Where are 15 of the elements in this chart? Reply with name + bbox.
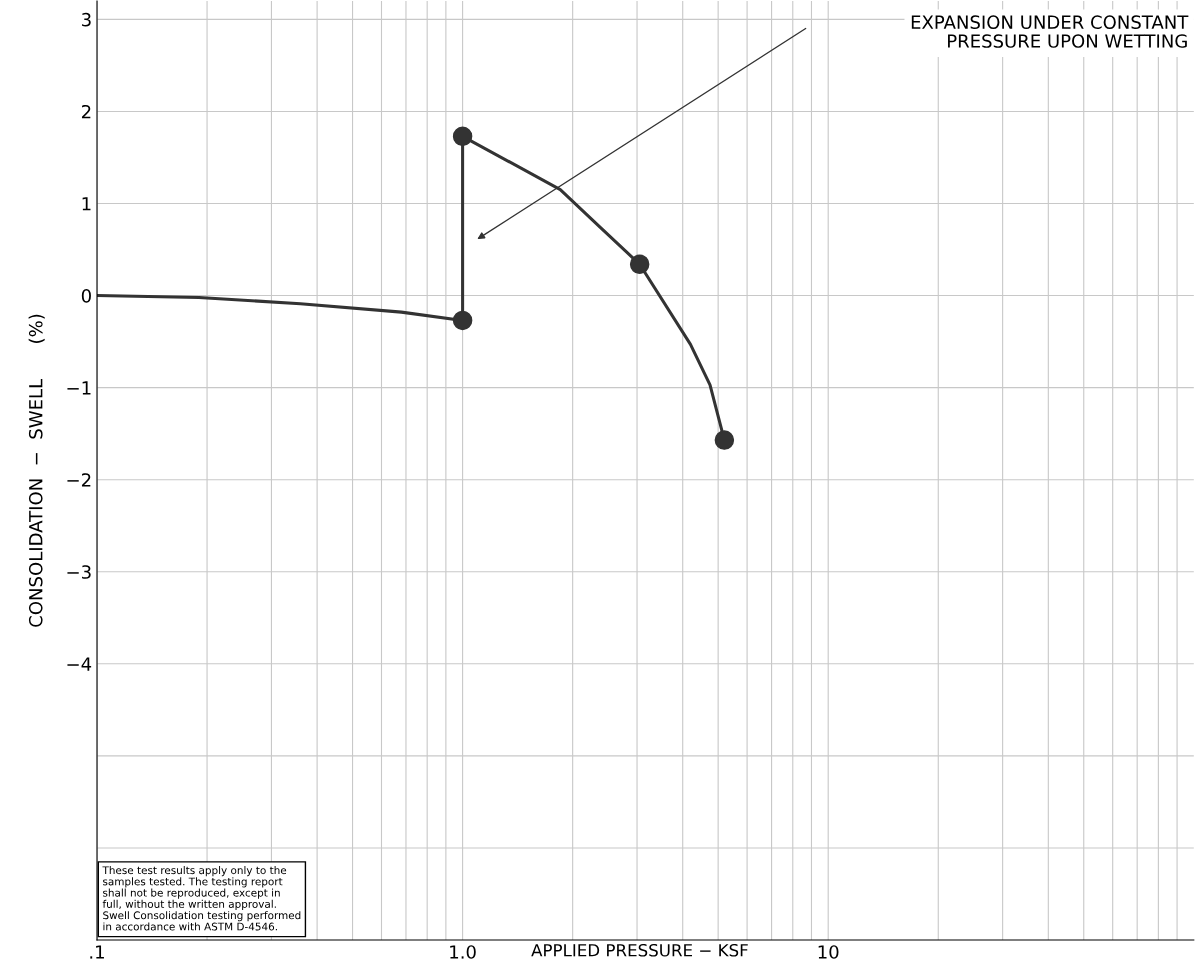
annotation: These test results apply only to the samples tested. The testing report shall not be reproduced, except in full, without the written approval. Swell Consolidation testing performed in accordance with ASTM D-4546. (102, 866, 301, 931)
y-tick-label: −4 (67, 657, 92, 671)
y-axis-title: CONSOLIDATION − SWELL (%) (28, 314, 45, 627)
annotation: EXPANSION UNDER CONSTANT PRESSURE UPON WETTING (911, 15, 1189, 48)
y-tick-label: 3 (82, 12, 91, 27)
y-tick-label: −1 (67, 381, 91, 395)
x-tick-label: 10 (818, 945, 839, 959)
y-tick-label: 2 (81, 104, 91, 119)
y-tick-label: 0 (81, 289, 91, 303)
y-tick-label: 1 (82, 197, 91, 211)
y-tick-label: −2 (67, 473, 91, 487)
y-tick-label: −3 (67, 565, 91, 579)
x-tick-label: .1 (90, 945, 104, 959)
x-tick-label: 1.0 (450, 945, 476, 959)
x-axis-title: APPLIED PRESSURE − KSF (531, 943, 748, 957)
